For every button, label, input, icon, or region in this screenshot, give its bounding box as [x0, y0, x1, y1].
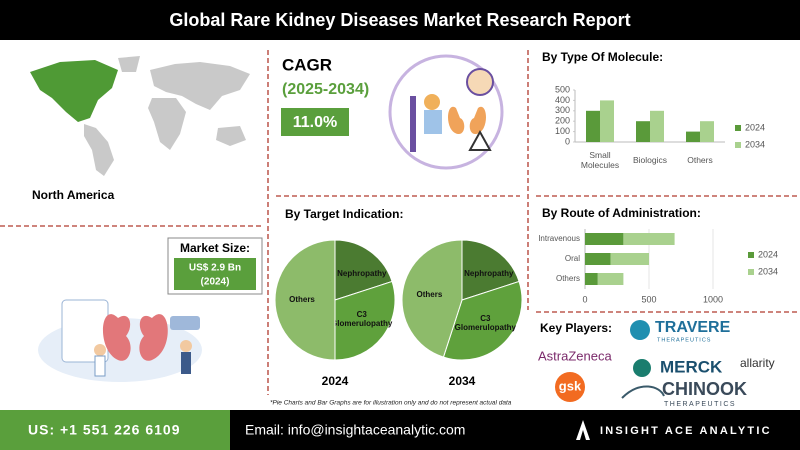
- kidney-illustration: [38, 299, 202, 382]
- bar: [586, 110, 600, 142]
- logo: TRAVERE: [655, 319, 731, 336]
- logo: AstraZeneca: [538, 348, 612, 363]
- pie-title: 2024: [322, 374, 349, 388]
- pie-title: 2034: [449, 374, 476, 388]
- slice-label: C3 Glomerulopathy: [454, 314, 516, 333]
- section-title: By Target Indication:: [285, 207, 403, 221]
- legend-swatch: [748, 252, 754, 258]
- bar: [650, 110, 664, 142]
- chart-title: By Route of Administration:: [542, 206, 701, 220]
- slice-label-box: Others: [289, 295, 315, 305]
- pie-slice: [461, 239, 520, 301]
- x-tick-label: Others: [687, 154, 713, 165]
- slice-label: IgA Nephropathy: [449, 268, 514, 278]
- pie-slice: [334, 239, 393, 301]
- brand-icon: [576, 420, 590, 440]
- logo: CHINOOK: [662, 379, 747, 399]
- logo: THERAPEUTICS: [657, 337, 711, 343]
- y-tick-label: Others: [556, 274, 580, 283]
- legend-swatch: [735, 125, 741, 131]
- patient-illustration: [388, 54, 504, 170]
- footnote: *Pie Charts and Bar Graphs are for illus…: [270, 400, 512, 407]
- bar-segment: [585, 273, 598, 285]
- slice-label-box: Others: [416, 290, 443, 300]
- slice-label-box: IgA Nephropathy: [449, 268, 514, 278]
- logo-icon: [630, 320, 650, 340]
- market-size-label: Market Size:: [180, 241, 250, 255]
- legend-swatch: [748, 269, 754, 275]
- market-size-value: US$ 2.9 Bn: [189, 263, 241, 274]
- cagr-value-box: [281, 108, 349, 136]
- page-title: Global Rare Kidney Diseases Market Resea…: [169, 10, 630, 30]
- pie-slice: [401, 239, 463, 358]
- logo: MERCK: [660, 357, 723, 376]
- slice-label-box: C3 Glomerulopathy: [454, 314, 516, 333]
- x-tick-label: Biologics: [632, 154, 668, 165]
- y-tick-label: 200: [555, 116, 570, 126]
- header-bar: [0, 0, 800, 40]
- legend-swatch: [735, 142, 741, 148]
- slice-label: Others: [416, 290, 443, 300]
- market-size-year: (2024): [201, 277, 230, 288]
- logo-icon: [621, 385, 665, 399]
- y-tick-label: 500: [555, 84, 570, 94]
- y-tick-label: 0: [565, 136, 570, 146]
- phone: US: +1 551 226 6109: [28, 422, 181, 438]
- legend-label: 2024: [745, 122, 765, 132]
- y-tick-label: 400: [555, 95, 570, 105]
- x-tick-label-box: Biologics: [632, 154, 668, 165]
- y-tick-label: 300: [555, 105, 570, 115]
- x-tick-label: 500: [641, 294, 656, 304]
- phone-box: [0, 410, 230, 450]
- pie-slice: [274, 239, 336, 361]
- x-tick-label: 0: [582, 294, 587, 304]
- bar: [700, 121, 714, 142]
- logo: gsk: [559, 378, 582, 393]
- market-size-value-box: [174, 258, 256, 290]
- key-players-title: Key Players:: [540, 321, 612, 335]
- bar: [686, 131, 700, 142]
- logo-icon: [633, 359, 651, 377]
- pie-slice: [442, 280, 523, 361]
- bar-segment: [610, 253, 649, 265]
- bar: [600, 100, 614, 142]
- logo-icon: [555, 372, 585, 402]
- logo: THERAPEUTICS: [664, 401, 736, 408]
- y-tick-label: 100: [555, 126, 570, 136]
- slice-label-box: IgA Nephropathy: [322, 268, 387, 278]
- x-tick-label-box: Others: [687, 154, 713, 165]
- email: Email: info@insightaceanalytic.com: [245, 422, 465, 438]
- logo: allarity: [740, 356, 775, 370]
- chart-title: By Type Of Molecule:: [542, 50, 663, 64]
- bar: [636, 121, 650, 142]
- world-map: [30, 56, 250, 176]
- cagr-period: (2025-2034): [282, 81, 369, 98]
- region-label: North America: [32, 188, 115, 202]
- x-tick-label-box: Small Molecules: [580, 149, 620, 170]
- x-tick-label: Small Molecules: [580, 149, 620, 170]
- x-tick-label: 1000: [703, 294, 723, 304]
- slice-label: C3 Glomerulopathy: [331, 310, 393, 329]
- bar-segment: [623, 233, 675, 245]
- slice-label-box: C3 Glomerulopathy: [331, 310, 393, 329]
- y-tick-label: Oral: [565, 254, 580, 263]
- brand: INSIGHT ACE ANALYTIC: [600, 425, 772, 437]
- legend-label: 2034: [758, 266, 778, 276]
- bar-segment: [597, 273, 624, 285]
- legend-label: 2024: [758, 249, 778, 259]
- y-tick-label: Intravenous: [538, 234, 580, 243]
- cagr-label: CAGR: [282, 55, 332, 74]
- slice-label: Others: [289, 295, 315, 305]
- slice-label: IgA Nephropathy: [322, 268, 387, 278]
- cagr-value: 11.0%: [293, 114, 337, 131]
- pie-slice: [334, 280, 396, 361]
- bar-segment: [585, 233, 624, 245]
- bar-segment: [585, 253, 611, 265]
- legend-label: 2034: [745, 139, 765, 149]
